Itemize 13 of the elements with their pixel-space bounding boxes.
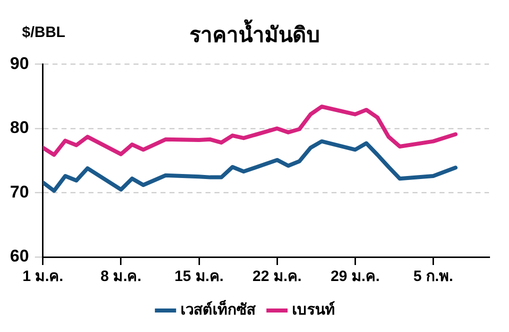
legend-label: เวสต์เท็กซัส [180, 300, 256, 319]
y-axis-title: $/BBL [22, 24, 66, 41]
y-tick-label: 80 [10, 118, 29, 138]
legend-label: เบรนท์ [292, 300, 335, 319]
y-tick-label: 90 [10, 54, 29, 73]
y-tick-label: 70 [10, 182, 29, 202]
x-tick-label: 22 ม.ค. [252, 268, 302, 286]
x-tick-label: 29 ม.ค. [330, 268, 380, 286]
x-tick-label: 15 ม.ค. [174, 268, 224, 286]
y-tick-label: 60 [10, 246, 29, 266]
x-tick-label: 8 ม.ค. [100, 268, 142, 286]
x-tick-label: 1 ม.ค. [22, 268, 64, 286]
x-tick-label: 5 ก.พ. [413, 268, 454, 286]
